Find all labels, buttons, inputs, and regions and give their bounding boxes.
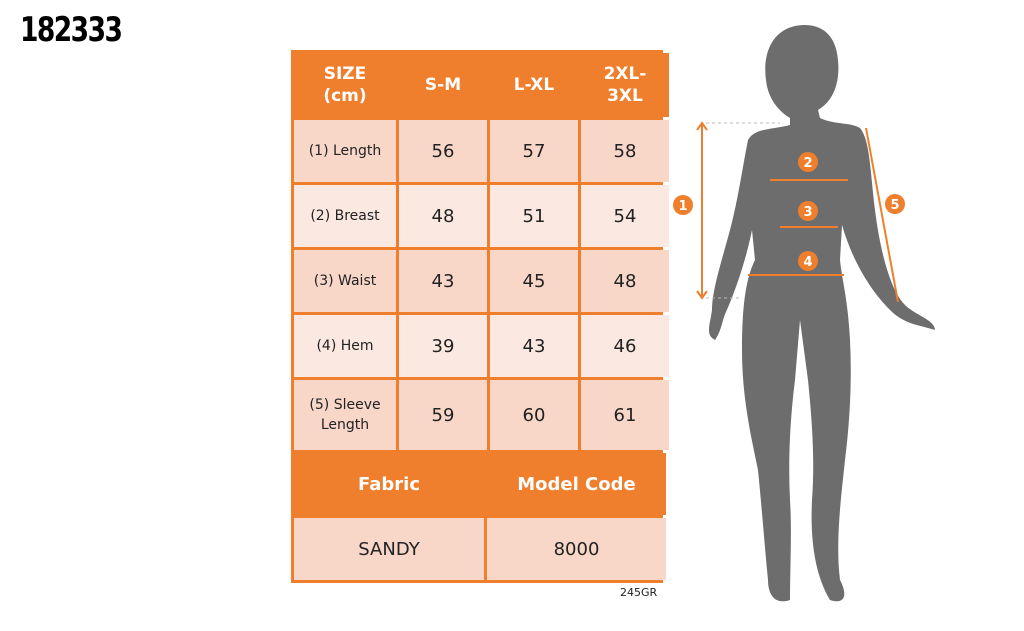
fabric-value: SANDY: [294, 518, 484, 580]
reference-code: 245GR: [620, 586, 658, 599]
size-table: SIZE (cm) S-M L-XL 2XL- 3XL (1) Length 56 …: [291, 50, 669, 583]
guide-lines: [706, 122, 780, 299]
marker-2-icon: [798, 152, 818, 172]
marker-5-icon: [885, 194, 905, 214]
cell-value: 58: [581, 120, 669, 182]
cell-value: 48: [399, 185, 487, 247]
product-code: 182333: [20, 10, 123, 50]
size-table-header: SIZE (cm) S-M L-XL 2XL- 3XL: [294, 53, 669, 117]
cell-value: 48: [581, 250, 669, 312]
model-code-value: 8000: [487, 518, 666, 580]
header-text: 2XL-: [603, 64, 647, 84]
row-label-text: (5) Sleeve: [309, 397, 381, 413]
marker-3: 3: [803, 205, 812, 220]
cell-value: 45: [490, 250, 578, 312]
header-size: SIZE (cm): [294, 53, 396, 117]
header-2xl-3xl: 2XL- 3XL: [581, 53, 669, 117]
marker-1-icon: [673, 195, 693, 215]
header-s-m: S-M: [399, 53, 487, 117]
cell-value: 51: [490, 185, 578, 247]
marker-2: 2: [803, 156, 812, 171]
table-row: (3) Waist 43 45 48: [294, 250, 669, 312]
table-row: (2) Breast 48 51 54: [294, 185, 669, 247]
marker-3-icon: [798, 201, 818, 221]
cell-value: 61: [581, 380, 669, 450]
info-row: SANDY 8000: [294, 518, 666, 580]
cell-value: 57: [490, 120, 578, 182]
body-silhouette-figure: 1 2 3 4 5: [673, 25, 935, 602]
cell-value: 46: [581, 315, 669, 377]
cell-value: 43: [399, 250, 487, 312]
header-l-xl: L-XL: [490, 53, 578, 117]
header-text: SIZE: [323, 64, 367, 84]
row-label: (3) Waist: [294, 250, 396, 312]
cell-value: 43: [490, 315, 578, 377]
row-label: (2) Breast: [294, 185, 396, 247]
header-fabric: Fabric: [294, 453, 484, 515]
row-label: (4) Hem: [294, 315, 396, 377]
table-row: (5) Sleeve Length 59 60 61: [294, 380, 669, 450]
table-row: (1) Length 56 57 58: [294, 120, 669, 182]
row-label-text: Length: [320, 417, 370, 433]
marker-5: 5: [890, 198, 899, 213]
marker-1: 1: [678, 199, 687, 214]
header-model-code: Model Code: [487, 453, 666, 515]
table-row: (4) Hem 39 43 46: [294, 315, 669, 377]
cell-value: 56: [399, 120, 487, 182]
header-text: (cm): [323, 86, 367, 106]
cell-value: 54: [581, 185, 669, 247]
row-label: (5) Sleeve Length: [294, 380, 396, 450]
header-text: 3XL: [607, 86, 643, 106]
cell-value: 60: [490, 380, 578, 450]
silhouette-icon: [708, 25, 935, 602]
row-label: (1) Length: [294, 120, 396, 182]
marker-4-icon: [798, 251, 818, 271]
info-header: Fabric Model Code: [294, 453, 666, 515]
marker-4: 4: [803, 255, 812, 270]
measure-lines: [696, 121, 899, 303]
cell-value: 59: [399, 380, 487, 450]
cell-value: 39: [399, 315, 487, 377]
